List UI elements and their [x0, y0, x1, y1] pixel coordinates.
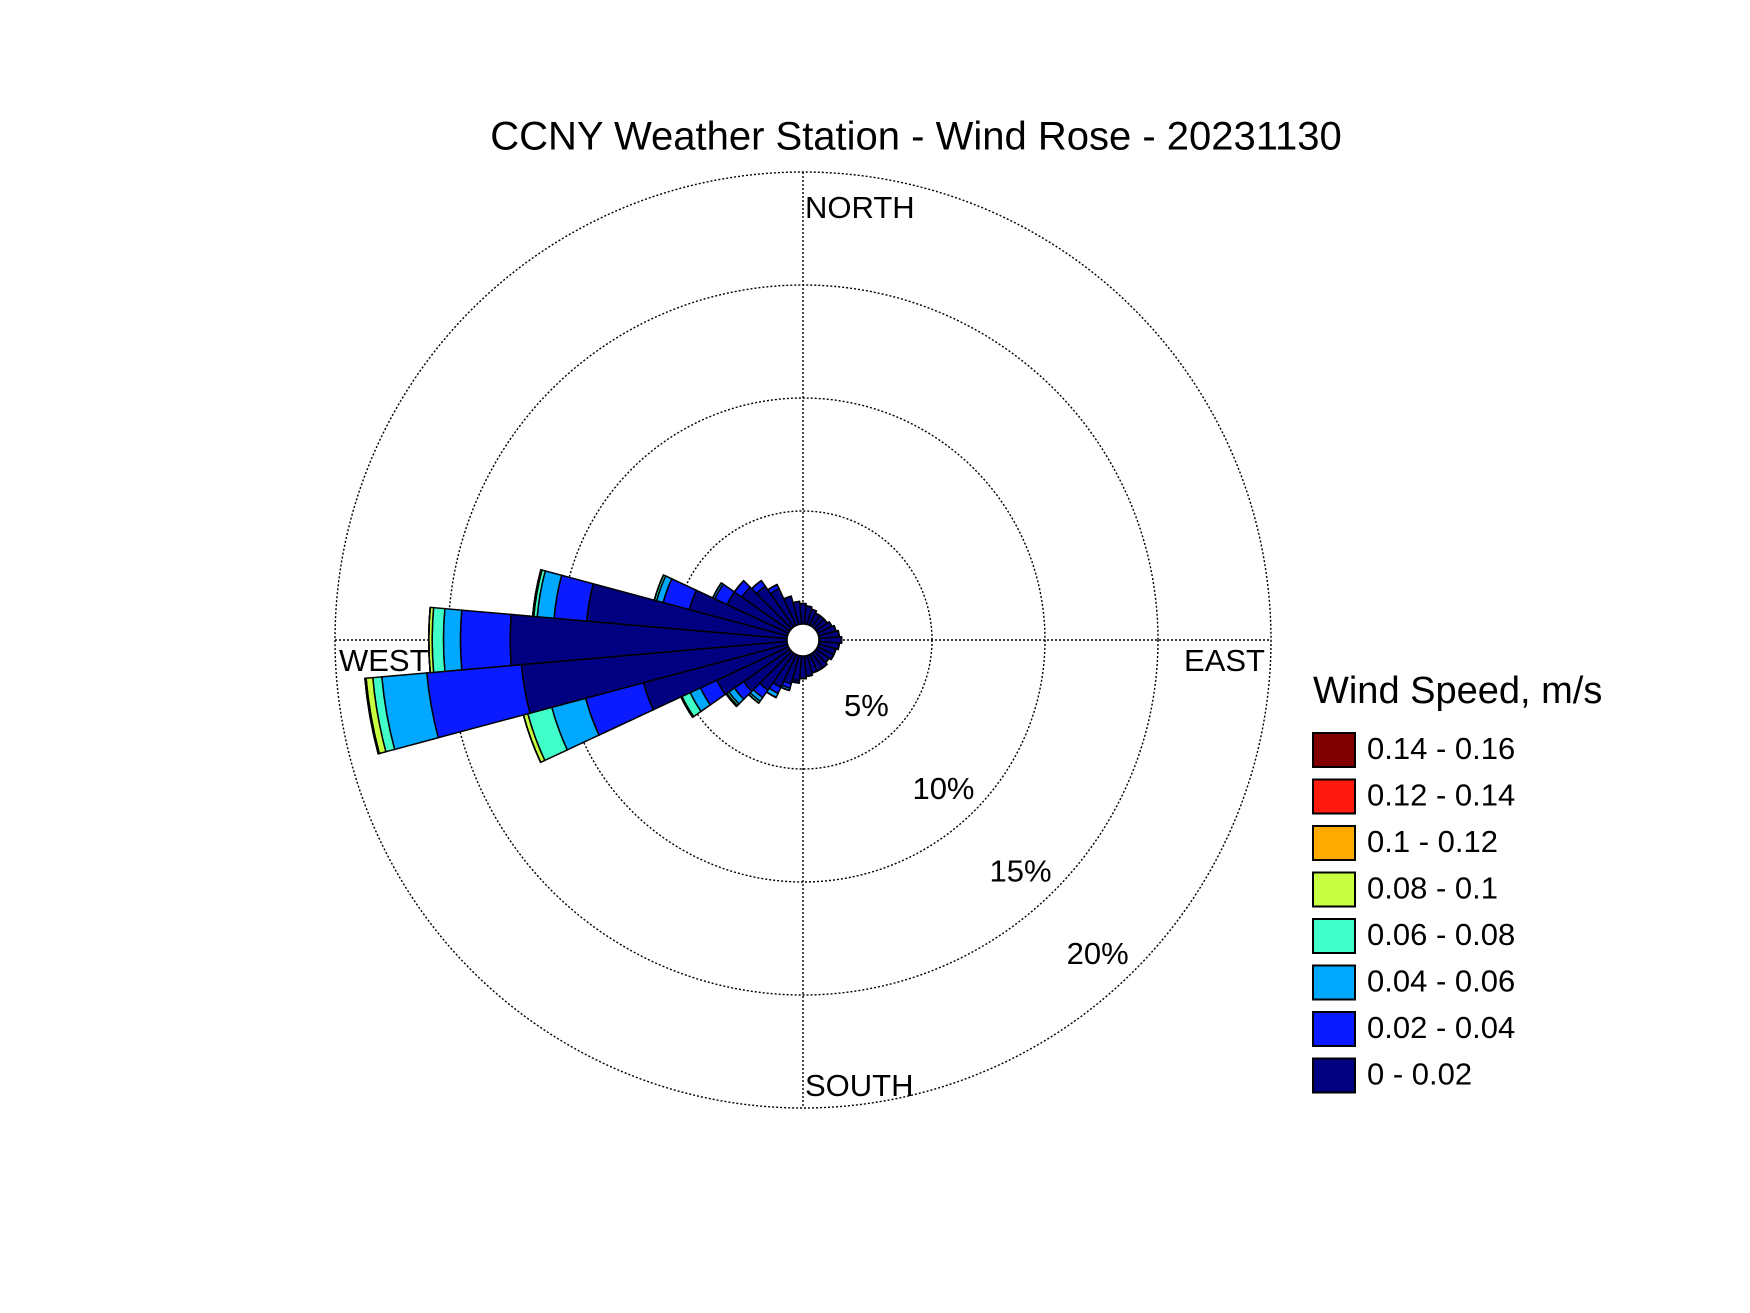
ring-label: 10%: [912, 771, 974, 806]
legend-label: 0.02 - 0.04: [1367, 1010, 1515, 1045]
ring-label: 5%: [844, 688, 889, 723]
sector: [733, 580, 745, 593]
sector: [830, 654, 835, 660]
legend-label: 0.14 - 0.16: [1367, 731, 1515, 766]
legend-label: 0.06 - 0.08: [1367, 917, 1515, 952]
sector: [426, 663, 531, 739]
legend-swatch: [1312, 871, 1356, 908]
ring-label: 15%: [990, 853, 1052, 888]
center-hole: [786, 623, 820, 657]
legend-swatch: [1312, 918, 1356, 954]
compass-label: SOUTH: [805, 1068, 914, 1103]
legend-label: 0 - 0.02: [1367, 1057, 1472, 1092]
legend-title: Wind Speed, m/s: [1313, 670, 1602, 712]
legend-swatch: [1312, 778, 1356, 815]
chart-title: CCNY Weather Station - Wind Rose - 20231…: [490, 115, 1342, 159]
sector: [837, 643, 840, 650]
legend-label: 0.1 - 0.12: [1367, 824, 1498, 859]
legend-swatch: [1312, 1011, 1356, 1047]
sector: [364, 678, 379, 755]
legend-label: 0.08 - 0.1: [1367, 871, 1498, 906]
legend-label: 0.12 - 0.14: [1367, 778, 1515, 813]
sector: [431, 606, 446, 674]
sector: [459, 609, 513, 671]
legend-swatch: [1312, 964, 1356, 1001]
legend-swatch: [1312, 825, 1356, 861]
legend-label: 0.04 - 0.06: [1367, 964, 1515, 999]
sector: [442, 607, 463, 673]
compass-label: EAST: [1184, 643, 1265, 678]
legend-swatch: [1312, 1057, 1356, 1094]
legend-swatch: [1312, 732, 1356, 768]
sector: [653, 574, 665, 601]
ring-label: 20%: [1067, 936, 1129, 971]
compass-label: NORTH: [805, 190, 915, 225]
sector: [531, 569, 542, 617]
compass-label: WEST: [339, 643, 429, 678]
